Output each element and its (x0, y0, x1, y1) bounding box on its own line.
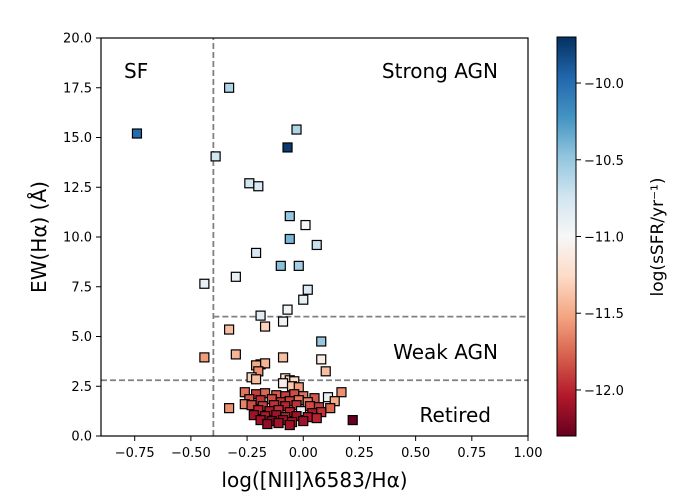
colorbar-tick-label: −11.5 (584, 307, 624, 322)
classification-boundaries (101, 38, 528, 436)
colorbar-title: log(sSFR/yr⁻¹) (648, 178, 668, 297)
data-point-20 (277, 316, 289, 327)
data-point-87 (298, 415, 309, 427)
data-point-6 (253, 181, 264, 192)
colorbar-ticks: −10.0 −10.5 −11.0 −11.5 −12.0 (576, 77, 624, 399)
data-point-26 (277, 352, 289, 363)
data-point-11 (250, 247, 262, 259)
data-point-88 (262, 418, 273, 430)
data-point-23 (316, 336, 327, 347)
data-point-41 (336, 387, 347, 398)
region-label-sf: SF (124, 59, 148, 83)
data-point-18 (282, 304, 293, 315)
x-tick-label: −0.50 (171, 446, 211, 461)
data-point-17 (298, 294, 309, 305)
data-point-67 (224, 403, 235, 414)
data-point-25 (230, 349, 241, 360)
data-point-10 (311, 239, 322, 251)
y-tick-label: 7.5 (71, 280, 92, 295)
data-point-9 (284, 233, 295, 245)
y-tick-label: 0.0 (71, 430, 92, 445)
data-point-27 (316, 354, 327, 365)
data-point-19 (255, 310, 266, 321)
x-axis-ticks: −0.75 −0.50 −0.25 0.00 0.25 0.50 0.75 1.00 (115, 436, 543, 461)
x-tick-label: 1.00 (514, 446, 543, 461)
data-point-82 (311, 412, 322, 424)
colorbar-tick-label: −11.0 (584, 231, 624, 246)
colorbar-tick-label: −10.5 (584, 154, 624, 169)
data-points (131, 82, 358, 431)
x-tick-label: 0.00 (289, 446, 318, 461)
data-point-13 (293, 260, 304, 271)
data-point-24 (199, 352, 210, 363)
data-point-32 (320, 366, 331, 377)
y-tick-label: 20.0 (63, 32, 92, 47)
data-point-68 (325, 403, 336, 414)
data-point-90 (284, 419, 295, 431)
data-point-2 (210, 151, 221, 162)
y-tick-label: 17.5 (63, 81, 92, 96)
data-point-22 (224, 324, 235, 335)
data-point-12 (275, 260, 286, 271)
y-tick-label: 12.5 (63, 181, 92, 196)
data-point-14 (230, 271, 241, 282)
y-tick-label: 5.0 (71, 330, 92, 345)
data-point-16 (199, 278, 210, 289)
data-point-7 (284, 211, 295, 222)
x-tick-label: 0.50 (401, 446, 430, 461)
colorbar (556, 36, 577, 437)
x-tick-label: −0.75 (115, 446, 155, 461)
y-tick-label: 10.0 (63, 231, 92, 246)
data-point-4 (291, 124, 302, 135)
y-tick-label: 15.0 (63, 131, 92, 146)
colorbar-tick-label: −12.0 (584, 384, 624, 399)
data-point-89 (273, 417, 284, 429)
region-label-weak-agn: Weak AGN (393, 340, 498, 364)
y-axis-ticks: 0.0 2.5 5.0 7.5 10.0 12.5 15.0 17.5 20.0 (63, 32, 101, 445)
data-point-15 (302, 284, 313, 295)
data-point-8 (300, 219, 311, 231)
x-axis-title: log([NII]λ6583/Hα) (221, 468, 407, 492)
colorbar-tick-label: −10.0 (584, 77, 624, 92)
region-label-retired: Retired (420, 403, 491, 427)
data-point-38 (277, 378, 289, 389)
data-point-1 (224, 82, 235, 93)
data-point-34 (250, 374, 262, 385)
x-tick-label: 0.75 (457, 446, 486, 461)
data-point-21 (259, 321, 271, 332)
x-tick-label: 0.25 (345, 446, 374, 461)
region-label-strong-agn: Strong AGN (382, 59, 498, 83)
data-point-91 (347, 414, 358, 426)
data-point-3 (282, 142, 293, 153)
x-tick-label: −0.25 (227, 446, 267, 461)
y-axis-title: EW(Hα) (Å) (27, 181, 51, 293)
data-point-0 (131, 128, 143, 139)
y-tick-label: 2.5 (71, 380, 92, 395)
data-point-5 (244, 178, 255, 189)
